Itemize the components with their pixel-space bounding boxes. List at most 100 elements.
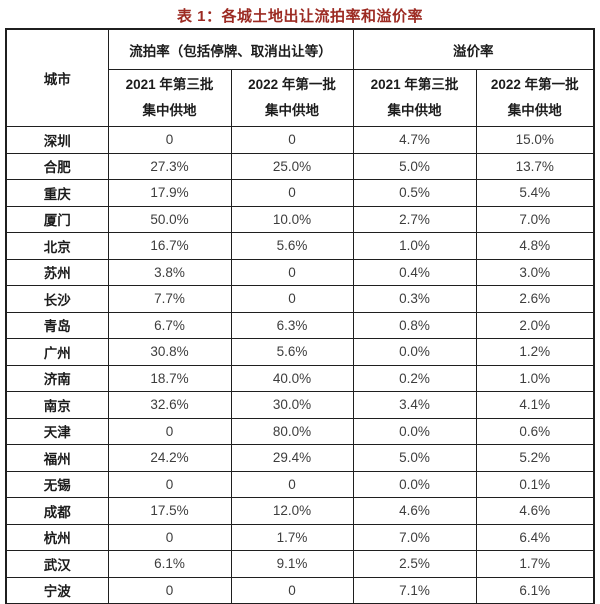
value-cell: 1.7% <box>230 523 354 551</box>
group-header-premium-rate: 溢价率 <box>352 28 595 70</box>
value-cell: 2.7% <box>352 205 477 233</box>
value-cell: 5.6% <box>230 338 354 366</box>
value-cell: 30.0% <box>230 391 354 419</box>
value-cell: 3.8% <box>107 258 232 286</box>
value-cell: 7.0% <box>475 205 595 233</box>
city-cell: 厦门 <box>5 205 109 233</box>
value-cell: 0 <box>230 470 354 498</box>
value-cell: 7.7% <box>107 285 232 313</box>
table-row: 成都 17.5% 12.0% 4.6% 4.6% <box>5 497 595 525</box>
value-cell: 0.0% <box>352 470 477 498</box>
value-cell: 27.3% <box>107 152 232 180</box>
city-cell: 宁波 <box>5 576 109 604</box>
value-cell: 0.6% <box>475 417 595 445</box>
value-cell: 6.3% <box>230 311 354 339</box>
value-cell: 24.2% <box>107 444 232 472</box>
value-cell: 12.0% <box>230 497 354 525</box>
land-auction-table: 城市 流拍率（包括停牌、取消出让等） 溢价率 2021 年第三批 集中供地 20… <box>5 28 595 604</box>
value-cell: 17.9% <box>107 179 232 207</box>
value-cell: 1.0% <box>352 232 477 260</box>
city-cell: 长沙 <box>5 285 109 313</box>
city-cell: 福州 <box>5 444 109 472</box>
table-row: 广州 30.8% 5.6% 0.0% 1.2% <box>5 338 595 366</box>
value-cell: 4.1% <box>475 391 595 419</box>
value-cell: 4.6% <box>475 497 595 525</box>
city-cell: 天津 <box>5 417 109 445</box>
value-cell: 1.7% <box>475 550 595 578</box>
value-cell: 3.4% <box>352 391 477 419</box>
table-row: 天津 0 80.0% 0.0% 0.6% <box>5 417 595 445</box>
value-cell: 25.0% <box>230 152 354 180</box>
value-cell: 15.0% <box>475 126 595 154</box>
value-cell: 5.0% <box>352 444 477 472</box>
value-cell: 0.1% <box>475 470 595 498</box>
table-row: 北京 16.7% 5.6% 1.0% 4.8% <box>5 232 595 260</box>
value-cell: 16.7% <box>107 232 232 260</box>
value-cell: 0.0% <box>352 338 477 366</box>
table-row: 苏州 3.8% 0 0.4% 3.0% <box>5 258 595 286</box>
value-cell: 4.8% <box>475 232 595 260</box>
value-cell: 3.0% <box>475 258 595 286</box>
value-cell: 4.7% <box>352 126 477 154</box>
table-row: 长沙 7.7% 0 0.3% 2.6% <box>5 285 595 313</box>
sub-header-2021-batch3-failure: 2021 年第三批 集中供地 <box>107 69 232 127</box>
value-cell: 1.2% <box>475 338 595 366</box>
value-cell: 0 <box>107 470 232 498</box>
group-header-row: 城市 流拍率（包括停牌、取消出让等） 溢价率 <box>5 28 595 127</box>
value-cell: 0.0% <box>352 417 477 445</box>
city-cell: 合肥 <box>5 152 109 180</box>
value-cell: 2.5% <box>352 550 477 578</box>
value-cell: 4.6% <box>352 497 477 525</box>
value-cell: 0 <box>230 126 354 154</box>
value-cell: 29.4% <box>230 444 354 472</box>
group-header-failure-rate: 流拍率（包括停牌、取消出让等） <box>107 28 354 70</box>
value-cell: 0 <box>230 576 354 604</box>
value-cell: 13.7% <box>475 152 595 180</box>
value-cell: 0.3% <box>352 285 477 313</box>
value-cell: 80.0% <box>230 417 354 445</box>
sub-header-line2: 集中供地 <box>507 103 562 118</box>
city-cell: 广州 <box>5 338 109 366</box>
value-cell: 5.6% <box>230 232 354 260</box>
city-cell: 成都 <box>5 497 109 525</box>
value-cell: 0 <box>107 417 232 445</box>
value-cell: 0 <box>107 126 232 154</box>
value-cell: 18.7% <box>107 364 232 392</box>
sub-header-2021-batch3-premium: 2021 年第三批 集中供地 <box>352 69 477 127</box>
value-cell: 10.0% <box>230 205 354 233</box>
city-cell: 北京 <box>5 232 109 260</box>
sub-header-2022-batch1-premium: 2022 年第一批 集中供地 <box>475 69 595 127</box>
sub-header-line1: 2022 年第一批 <box>248 76 336 92</box>
value-cell: 7.1% <box>352 576 477 604</box>
value-cell: 0.5% <box>352 179 477 207</box>
value-cell: 5.0% <box>352 152 477 180</box>
column-header-city: 城市 <box>5 28 109 127</box>
table-title: 表 1：各城土地出让流拍率和溢价率 <box>176 8 423 25</box>
city-cell: 重庆 <box>5 179 109 207</box>
value-cell: 32.6% <box>107 391 232 419</box>
table-row: 青岛 6.7% 6.3% 0.8% 2.0% <box>5 311 595 339</box>
value-cell: 17.5% <box>107 497 232 525</box>
table-row: 合肥 27.3% 25.0% 5.0% 13.7% <box>5 152 595 180</box>
value-cell: 5.2% <box>475 444 595 472</box>
table-row: 厦门 50.0% 10.0% 2.7% 7.0% <box>5 205 595 233</box>
table-row: 武汉 6.1% 9.1% 2.5% 1.7% <box>5 550 595 578</box>
value-cell: 9.1% <box>230 550 354 578</box>
city-cell: 青岛 <box>5 311 109 339</box>
value-cell: 0 <box>107 576 232 604</box>
table-row: 福州 24.2% 29.4% 5.0% 5.2% <box>5 444 595 472</box>
table-body: 深圳 0 0 4.7% 15.0% 合肥 27.3% 25.0% 5.0% 13.7% 重庆 17.9… <box>5 126 595 604</box>
value-cell: 7.0% <box>352 523 477 551</box>
value-cell: 0 <box>230 285 354 313</box>
value-cell: 40.0% <box>230 364 354 392</box>
sub-header-line2: 集中供地 <box>142 103 197 118</box>
value-cell: 0 <box>230 258 354 286</box>
value-cell: 5.4% <box>475 179 595 207</box>
city-cell: 深圳 <box>5 126 109 154</box>
table-row: 重庆 17.9% 0 0.5% 5.4% <box>5 179 595 207</box>
value-cell: 0 <box>107 523 232 551</box>
value-cell: 6.1% <box>475 576 595 604</box>
value-cell: 0.8% <box>352 311 477 339</box>
value-cell: 2.0% <box>475 311 595 339</box>
